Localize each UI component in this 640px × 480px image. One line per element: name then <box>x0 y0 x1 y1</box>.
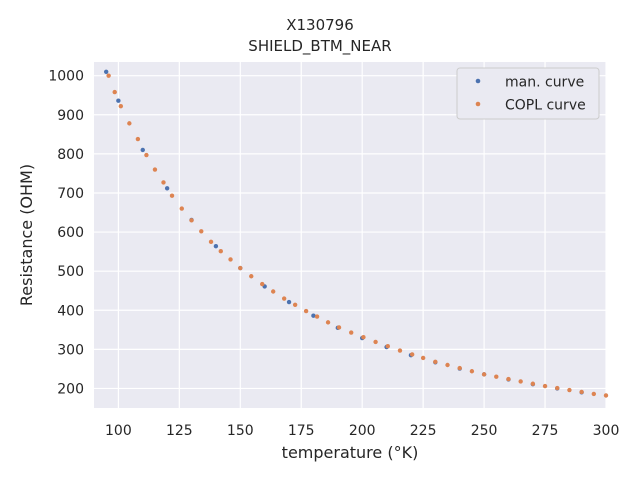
x-tick-label: 225 <box>410 423 437 439</box>
data-point <box>161 180 166 185</box>
data-point <box>286 299 292 305</box>
data-point <box>103 69 109 74</box>
data-point <box>567 387 572 393</box>
data-point <box>144 152 149 158</box>
y-tick-label: 300 <box>57 342 84 358</box>
data-point <box>420 355 426 361</box>
data-point <box>518 379 523 384</box>
y-tick-label: 500 <box>57 264 84 280</box>
data-point <box>218 249 223 254</box>
data-point <box>542 383 548 389</box>
legend-box <box>456 67 600 120</box>
data-point <box>591 391 597 397</box>
data-point <box>208 239 214 245</box>
data-point <box>169 193 175 198</box>
chart-title-line-2: SHIELD_BTM_NEAR <box>248 37 392 55</box>
data-point <box>303 308 309 314</box>
data-point <box>112 89 117 95</box>
data-point <box>469 369 475 374</box>
x-tick-label: 200 <box>349 423 376 439</box>
data-point <box>140 147 145 153</box>
legend-marker-copl-curve <box>475 101 481 107</box>
data-point <box>228 257 233 262</box>
x-tick-label: 275 <box>532 423 559 439</box>
data-point <box>249 274 254 279</box>
data-point <box>311 313 316 318</box>
data-point <box>530 381 536 386</box>
data-point <box>116 98 121 103</box>
data-point <box>118 103 124 109</box>
data-point <box>106 73 111 78</box>
y-tick-label: 1000 <box>48 69 84 85</box>
data-point <box>164 186 170 191</box>
x-tick-label: 300 <box>593 423 620 439</box>
x-axis-label: temperature (°K) <box>282 443 419 462</box>
x-tick-label: 100 <box>105 423 132 439</box>
data-point <box>189 218 194 223</box>
y-axis-label: Resistance (OHM) <box>17 164 36 306</box>
y-axis-ticks: 200 300 400 500 600 700 800 900 1000 <box>48 69 84 398</box>
data-point <box>555 385 560 391</box>
y-tick-label: 400 <box>57 303 84 319</box>
data-point <box>325 320 331 325</box>
data-point <box>433 359 438 365</box>
legend: man. curve COPL curve <box>456 67 600 120</box>
data-point <box>281 296 287 301</box>
data-point <box>506 376 511 382</box>
data-point <box>349 330 354 335</box>
legend-marker-man-curve <box>475 78 481 84</box>
y-tick-label: 600 <box>57 225 84 241</box>
legend-label-man-curve: man. curve <box>505 75 584 91</box>
data-point <box>135 136 141 142</box>
x-tick-label: 175 <box>288 423 315 439</box>
data-point <box>179 206 184 211</box>
data-point <box>494 374 499 379</box>
y-tick-label: 700 <box>57 186 84 202</box>
data-point <box>579 389 584 395</box>
x-tick-label: 150 <box>227 423 254 439</box>
data-point <box>409 352 415 357</box>
data-point <box>213 243 219 249</box>
data-point <box>361 335 366 340</box>
data-point <box>271 289 276 294</box>
data-point <box>385 344 390 349</box>
data-point <box>397 348 403 353</box>
data-point <box>457 365 462 371</box>
series-copl-curve <box>106 73 609 398</box>
data-point <box>238 265 243 271</box>
data-point <box>373 339 378 345</box>
data-point <box>199 229 204 234</box>
data-point <box>314 314 320 319</box>
data-series <box>103 69 609 398</box>
legend-label-copl-curve: COPL curve <box>505 98 586 114</box>
data-point <box>603 393 609 398</box>
data-point <box>127 121 132 126</box>
data-point <box>481 372 487 377</box>
grid-lines <box>94 62 607 408</box>
y-tick-label: 900 <box>57 108 84 124</box>
chart-title-line-1: X130796 <box>286 16 354 34</box>
x-tick-label: 250 <box>471 423 498 439</box>
data-point <box>260 281 265 287</box>
x-axis-ticks: 100 125 150 175 200 225 250 275 300 <box>105 423 619 439</box>
data-point <box>152 167 158 172</box>
y-tick-label: 800 <box>57 147 84 163</box>
data-point <box>292 302 298 307</box>
data-point <box>445 362 450 368</box>
data-point <box>336 325 342 330</box>
x-tick-label: 125 <box>166 423 193 439</box>
y-tick-label: 200 <box>57 381 84 397</box>
